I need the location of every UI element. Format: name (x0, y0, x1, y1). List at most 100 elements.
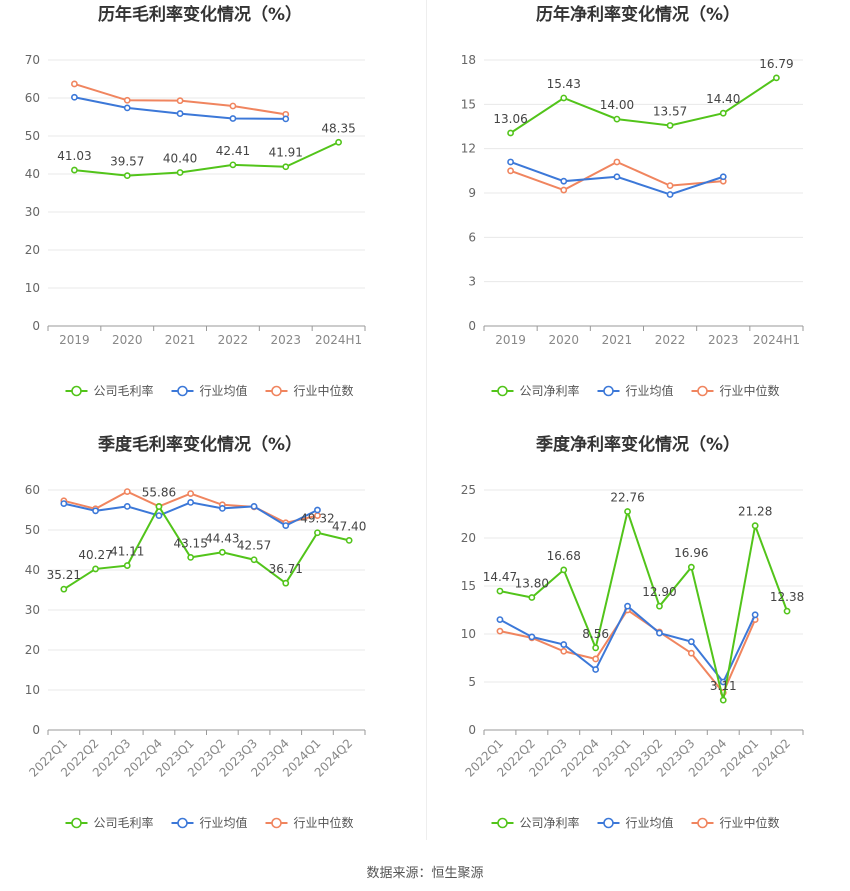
data-point[interactable] (624, 508, 631, 515)
data-point[interactable] (560, 641, 568, 648)
data-point[interactable] (123, 104, 131, 112)
legend-marker[interactable] (271, 385, 282, 397)
legend-marker[interactable] (177, 385, 188, 397)
data-point[interactable] (60, 500, 68, 507)
legend-marker[interactable] (271, 817, 282, 829)
legend-marker[interactable] (697, 385, 708, 397)
legend-label[interactable]: 行业均值 (626, 383, 674, 398)
data-point[interactable] (592, 655, 600, 663)
data-point[interactable] (229, 115, 237, 122)
data-point[interactable] (71, 80, 78, 88)
data-point[interactable] (687, 563, 695, 571)
data-point[interactable] (656, 629, 663, 637)
data-point[interactable] (71, 166, 78, 174)
data-point[interactable] (176, 169, 184, 176)
legend-label[interactable]: 行业中位数 (294, 815, 354, 830)
data-point[interactable] (719, 696, 727, 704)
data-point[interactable] (218, 505, 226, 512)
data-point[interactable] (496, 616, 504, 623)
data-point[interactable] (560, 177, 568, 185)
x-tick-label: 2020 (548, 333, 579, 347)
data-point[interactable] (592, 644, 600, 652)
data-point[interactable] (507, 158, 514, 166)
y-tick-label: 5 (468, 675, 476, 689)
data-point[interactable] (314, 529, 321, 537)
legend-marker[interactable] (497, 817, 508, 829)
data-point[interactable] (155, 512, 163, 519)
data-point[interactable] (528, 633, 536, 641)
data-point[interactable] (155, 503, 163, 510)
data-point[interactable] (92, 507, 99, 515)
data-point[interactable] (218, 548, 226, 556)
legend-label[interactable]: 行业中位数 (720, 383, 780, 398)
legend-marker[interactable] (697, 817, 708, 829)
data-point[interactable] (613, 173, 621, 181)
data-point[interactable] (229, 161, 237, 169)
data-point[interactable] (666, 122, 674, 129)
data-point[interactable] (592, 666, 600, 673)
data-point[interactable] (751, 522, 759, 530)
data-point[interactable] (528, 594, 536, 601)
legend-marker[interactable] (71, 385, 82, 397)
data-point[interactable] (560, 94, 568, 102)
data-point[interactable] (123, 172, 131, 180)
data-point[interactable] (176, 97, 184, 105)
legend-label[interactable]: 公司毛利率 (94, 383, 154, 398)
data-point[interactable] (282, 115, 290, 123)
data-point[interactable] (496, 627, 504, 635)
data-point[interactable] (783, 607, 791, 615)
legend-label[interactable]: 行业均值 (200, 383, 248, 398)
data-point[interactable] (560, 647, 568, 655)
legend-label[interactable]: 行业均值 (626, 815, 674, 830)
data-point[interactable] (187, 490, 195, 497)
data-point[interactable] (560, 566, 568, 574)
data-point[interactable] (282, 579, 290, 587)
legend-marker[interactable] (71, 817, 82, 829)
data-point[interactable] (687, 638, 695, 646)
data-point[interactable] (250, 503, 258, 510)
data-point[interactable] (92, 565, 99, 573)
data-point[interactable] (123, 96, 131, 104)
legend-label[interactable]: 行业中位数 (720, 815, 780, 830)
data-point[interactable] (687, 649, 695, 657)
data-point[interactable] (123, 503, 131, 510)
data-point[interactable] (71, 93, 78, 101)
data-point[interactable] (123, 562, 131, 569)
legend-label[interactable]: 行业均值 (200, 815, 248, 830)
data-point[interactable] (624, 602, 631, 610)
legend-marker[interactable] (603, 385, 614, 397)
data-point[interactable] (613, 115, 621, 123)
legend-label[interactable]: 公司净利率 (520, 815, 580, 830)
x-tick-label: 2024H1 (315, 333, 362, 347)
data-point[interactable] (507, 129, 514, 137)
data-point[interactable] (176, 110, 184, 117)
legend-marker[interactable] (497, 385, 508, 397)
data-point[interactable] (751, 611, 759, 619)
data-point[interactable] (250, 556, 258, 564)
data-point[interactable] (123, 488, 131, 495)
legend-marker[interactable] (177, 817, 188, 829)
data-point[interactable] (719, 109, 727, 117)
data-point[interactable] (282, 163, 290, 171)
data-point[interactable] (613, 158, 621, 166)
data-point[interactable] (719, 173, 727, 181)
legend-marker[interactable] (603, 817, 614, 829)
data-point[interactable] (496, 587, 504, 595)
data-point[interactable] (60, 585, 68, 593)
data-point[interactable] (656, 602, 663, 610)
data-point[interactable] (314, 506, 321, 514)
data-point[interactable] (773, 74, 780, 82)
data-point[interactable] (560, 186, 568, 194)
legend-label[interactable]: 行业中位数 (294, 383, 354, 398)
data-point[interactable] (335, 138, 342, 146)
data-point[interactable] (187, 499, 195, 506)
data-point[interactable] (345, 537, 353, 544)
legend-label[interactable]: 公司毛利率 (94, 815, 154, 830)
legend-label[interactable]: 公司净利率 (520, 383, 580, 398)
data-point[interactable] (507, 167, 514, 175)
data-point[interactable] (666, 182, 674, 190)
data-point[interactable] (666, 191, 674, 198)
data-point[interactable] (187, 554, 195, 561)
data-point[interactable] (282, 522, 290, 529)
data-point[interactable] (229, 102, 237, 110)
